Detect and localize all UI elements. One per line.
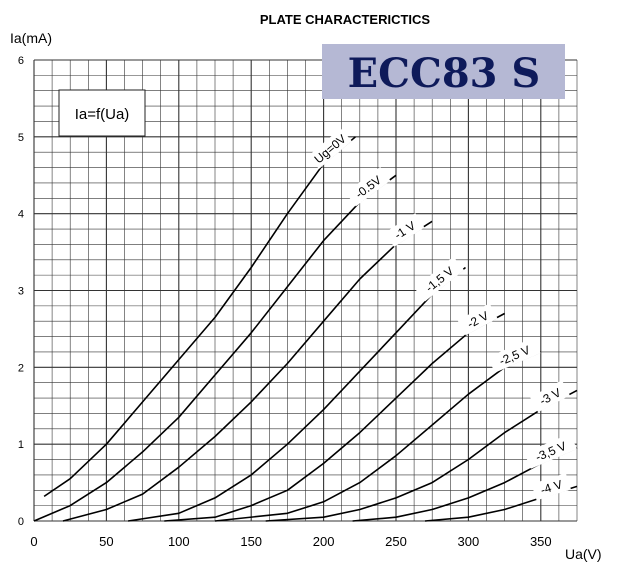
y-axis-label: Ia(mA): [10, 30, 52, 46]
x-tick-label: 0: [30, 534, 37, 549]
curve-label-background: [345, 167, 391, 207]
curve-line: [62, 220, 433, 522]
x-tick-label: 150: [240, 534, 262, 549]
chart-title: PLATE CHARACTERICTICS: [260, 12, 431, 27]
x-tick-label: 100: [168, 534, 190, 549]
x-tick-label: 350: [530, 534, 552, 549]
y-tick-labels: 0 1 2 3 4 5 6: [18, 55, 24, 528]
x-tick-label: 50: [99, 534, 113, 549]
x-axis-label: Ua(V): [565, 546, 602, 562]
x-tick-label: 250: [385, 534, 407, 549]
y-tick-label: 1: [18, 439, 24, 451]
curve-label-group: -1,5 V: [414, 256, 464, 302]
curve-label-background: [530, 380, 570, 413]
curve-label-group: -4 V: [531, 473, 571, 501]
curve-label-group: -3 V: [530, 380, 570, 413]
curve-label-background: [524, 433, 577, 469]
grid-major: [33, 59, 577, 522]
curve-label: -4 V: [539, 477, 564, 497]
x-tick-label: 200: [313, 534, 335, 549]
formula-label: Ia=f(Ua): [75, 106, 130, 123]
curve-line: [127, 266, 467, 522]
curve-label-background: [414, 256, 464, 302]
curve-label-background: [457, 303, 498, 336]
y-tick-label: 4: [18, 209, 24, 221]
x-tick-labels: 0 50 100 150 200 250 300 350: [30, 534, 551, 549]
curve-line: [33, 174, 397, 522]
y-tick-label: 0: [18, 516, 24, 528]
curve-label-background: [307, 128, 352, 169]
curve-label-group: -1 V: [384, 213, 425, 247]
curve-label-group: -2 V: [457, 303, 498, 336]
curve-line: [214, 351, 542, 522]
curves: [33, 136, 578, 522]
curve-line: [164, 312, 505, 522]
brand-box: [322, 44, 565, 99]
y-tick-label: 2: [18, 362, 24, 374]
curve-label-group: -0.5V: [345, 167, 391, 207]
formula-box: [58, 89, 146, 137]
y-tick-label: 5: [18, 132, 24, 144]
curve-label-background: [488, 337, 541, 373]
y-tick-label: 3: [18, 286, 24, 298]
y-tick-label: 6: [18, 55, 24, 67]
curve-line: [265, 389, 578, 522]
curve-line: [43, 136, 357, 498]
curve-label-background: [384, 213, 425, 247]
curve-label-group: -3,5 V: [524, 433, 577, 469]
curve-label-group: Ug=0V: [307, 128, 352, 169]
curve-label-background: [531, 473, 571, 501]
tube-model-label: ECC83 S: [348, 50, 541, 97]
x-tick-label: 300: [458, 534, 480, 549]
